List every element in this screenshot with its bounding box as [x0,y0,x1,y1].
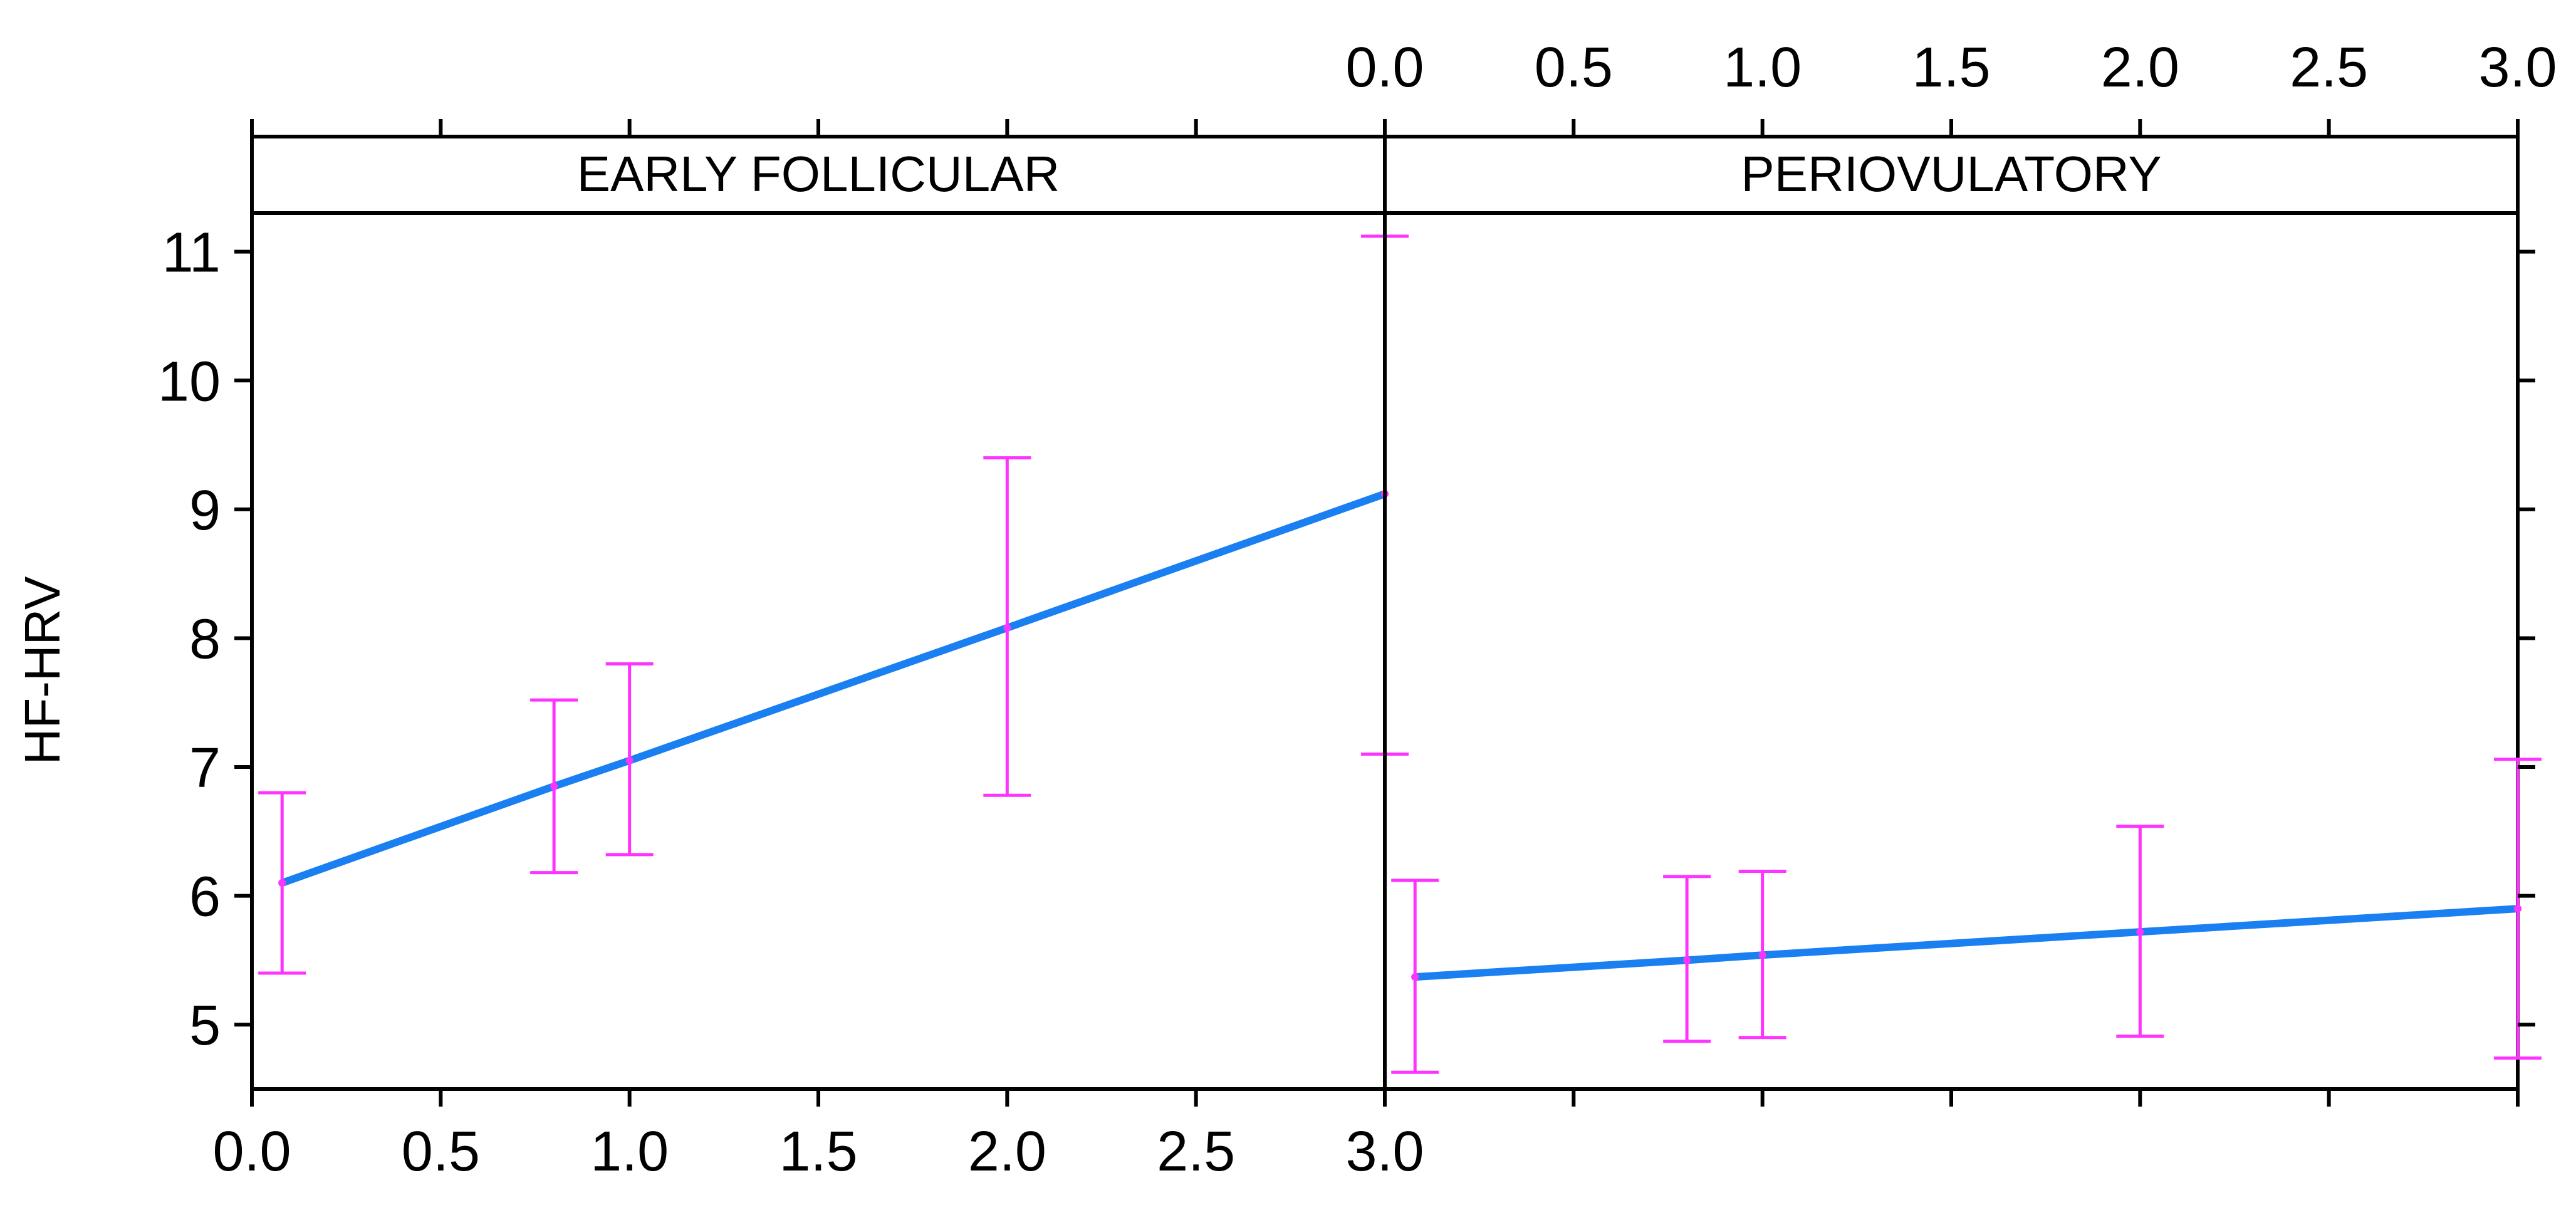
x-tick-label-bottom: 1.0 [590,1120,669,1183]
panel-marks-early-follicular [258,234,1409,975]
strip-early-follicular [250,135,1387,215]
y-tick-label: 11 [162,222,221,284]
y-axis-title: HF-HRV [14,576,70,764]
x-tick-label-bottom: 2.0 [968,1120,1046,1183]
x-tick-label-top: 0.0 [1345,36,1424,99]
fit-point [1683,956,1691,964]
x-tick-label-bottom: 0.0 [212,1120,291,1183]
y-tick-label: 6 [189,866,221,929]
fit-point [1758,951,1766,959]
error-bar [1391,879,1439,1074]
error-bar [258,791,306,975]
fit-point [1003,623,1011,632]
error-bar [605,662,654,857]
x-tick-label-top: 1.0 [1723,36,1802,99]
x-tick-label-bottom: 0.5 [402,1120,480,1183]
fit-point [625,756,634,764]
error-bar [1738,870,1786,1040]
x-tick-label-bottom: 3.0 [1345,1120,1424,1183]
y-tick-label: 7 [189,737,221,800]
x-tick-label-top: 2.0 [2101,36,2179,99]
fit-point [2514,905,2521,913]
fit-line [278,490,1389,887]
error-bar [2116,825,2164,1038]
fit-point [550,782,558,790]
error-bar [983,456,1031,797]
strip-label-early-follicular: EARLY FOLLICULAR [577,146,1060,202]
fit-point [1411,973,1419,981]
error-bar [530,698,578,875]
fit-line [1411,905,2521,981]
panel-early-follicular: EARLY FOLLICULAR [250,135,1409,1091]
strip-label-periovulatory: PERIOVULATORY [1741,146,2161,202]
y-tick-label: 5 [189,994,221,1057]
x-tick-label-top: 0.5 [1535,36,1613,99]
x-tick-label-bottom: 2.5 [1157,1120,1235,1183]
panel-periovulatory: PERIOVULATORY [1383,135,2542,1091]
x-tick-label-top: 1.5 [1912,36,1990,99]
axes: 5 6 7 8 9 10 11 0.0 0.0 0.5 0.5 1.0 1.0 1.5 1.5 2.0 2.0 2… [158,36,2557,1183]
y-tick-label: 9 [189,479,221,542]
x-tick-label-top: 2.5 [2290,36,2368,99]
plot-frame-early-follicular [250,211,1387,1091]
panel-marks-periovulatory [1391,758,2542,1074]
x-tick-label-top: 3.0 [2478,36,2557,99]
error-bar [1663,875,1711,1043]
x-tick-label-bottom: 1.5 [779,1120,857,1183]
error-bar [2494,758,2542,1060]
fit-point [2136,928,2144,936]
plot-frame-periovulatory [1383,211,2520,1091]
y-tick-label: 10 [158,350,221,413]
fit-point [278,879,286,887]
y-tick-label: 8 [189,608,221,670]
